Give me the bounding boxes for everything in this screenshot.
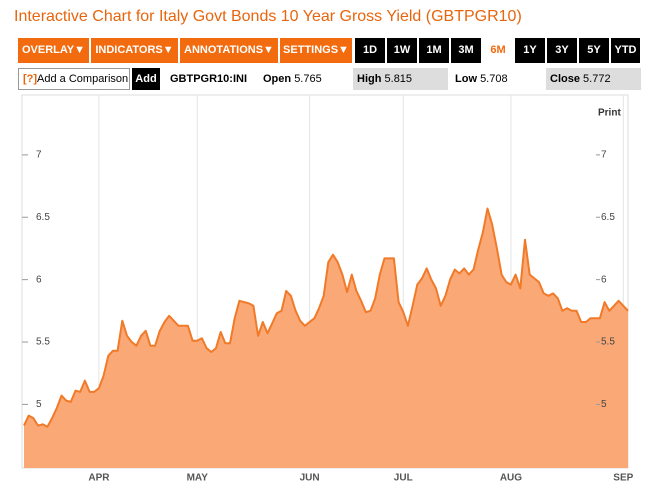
- y-tick-label-right: 6.5: [601, 212, 615, 223]
- low-value: 5.708: [480, 73, 508, 85]
- y-tick-label-right: 7: [601, 150, 607, 161]
- range-button[interactable]: 5Y: [579, 38, 609, 63]
- comparison-placeholder: Add a Comparison: [37, 73, 129, 85]
- area: [24, 208, 628, 468]
- page-title: Interactive Chart for Italy Govt Bonds 1…: [14, 8, 522, 25]
- high-label: High: [357, 73, 382, 85]
- comparison-input[interactable]: [?]Add a Comparison: [18, 68, 130, 90]
- y-tick-label: 5: [36, 399, 42, 410]
- close-value: 5.772: [583, 73, 611, 85]
- range-button[interactable]: 3Y: [547, 38, 577, 63]
- close-quote: Close 5.772: [546, 68, 641, 90]
- range-button[interactable]: 1M: [419, 38, 449, 63]
- y-tick-label-right: 5.5: [601, 337, 615, 348]
- range-button[interactable]: 3M: [451, 38, 481, 63]
- x-tick-label: JUN: [300, 473, 320, 484]
- menu-button[interactable]: INDICATORS▼: [91, 38, 178, 63]
- menu-button[interactable]: OVERLAY▼: [18, 38, 89, 63]
- menu-button[interactable]: SETTINGS▼: [280, 38, 352, 63]
- y-tick-label: 6: [36, 274, 42, 285]
- y-tick-label: 5.5: [36, 337, 50, 348]
- x-tick-label: SEP: [613, 473, 633, 484]
- print-link[interactable]: Print: [598, 108, 621, 119]
- low-label: Low: [455, 73, 477, 85]
- range-button[interactable]: 1D: [355, 38, 385, 63]
- y-tick-label-right: 6: [601, 274, 607, 285]
- y-tick-label: 6.5: [36, 212, 50, 223]
- range-button[interactable]: 1W: [387, 38, 417, 63]
- y-tick-label: 7: [36, 150, 42, 161]
- open-label: Open: [263, 73, 292, 85]
- open-quote: Open 5.765: [263, 68, 322, 90]
- x-tick-label: APR: [88, 473, 110, 484]
- open-value: 5.765: [294, 73, 322, 85]
- high-quote: High 5.815: [353, 68, 448, 90]
- high-value: 5.815: [384, 73, 413, 85]
- low-quote: Low 5.708: [455, 68, 508, 90]
- x-tick-label: AUG: [500, 473, 522, 484]
- x-tick-label: MAY: [187, 473, 209, 484]
- menu-button[interactable]: ANNOTATIONS▼: [180, 38, 278, 63]
- close-label: Close: [550, 73, 580, 85]
- line: [23, 207, 629, 428]
- range-button[interactable]: 1Y: [515, 38, 545, 63]
- add-button[interactable]: Add: [132, 68, 160, 90]
- help-icon[interactable]: [?]: [23, 73, 38, 85]
- y-tick-label-right: 5: [601, 399, 607, 410]
- range-button[interactable]: YTD: [611, 38, 640, 63]
- symbol: GBTPGR10:INI: [170, 73, 248, 85]
- range-button[interactable]: 6M: [483, 38, 513, 63]
- x-tick-label: JUL: [394, 473, 413, 484]
